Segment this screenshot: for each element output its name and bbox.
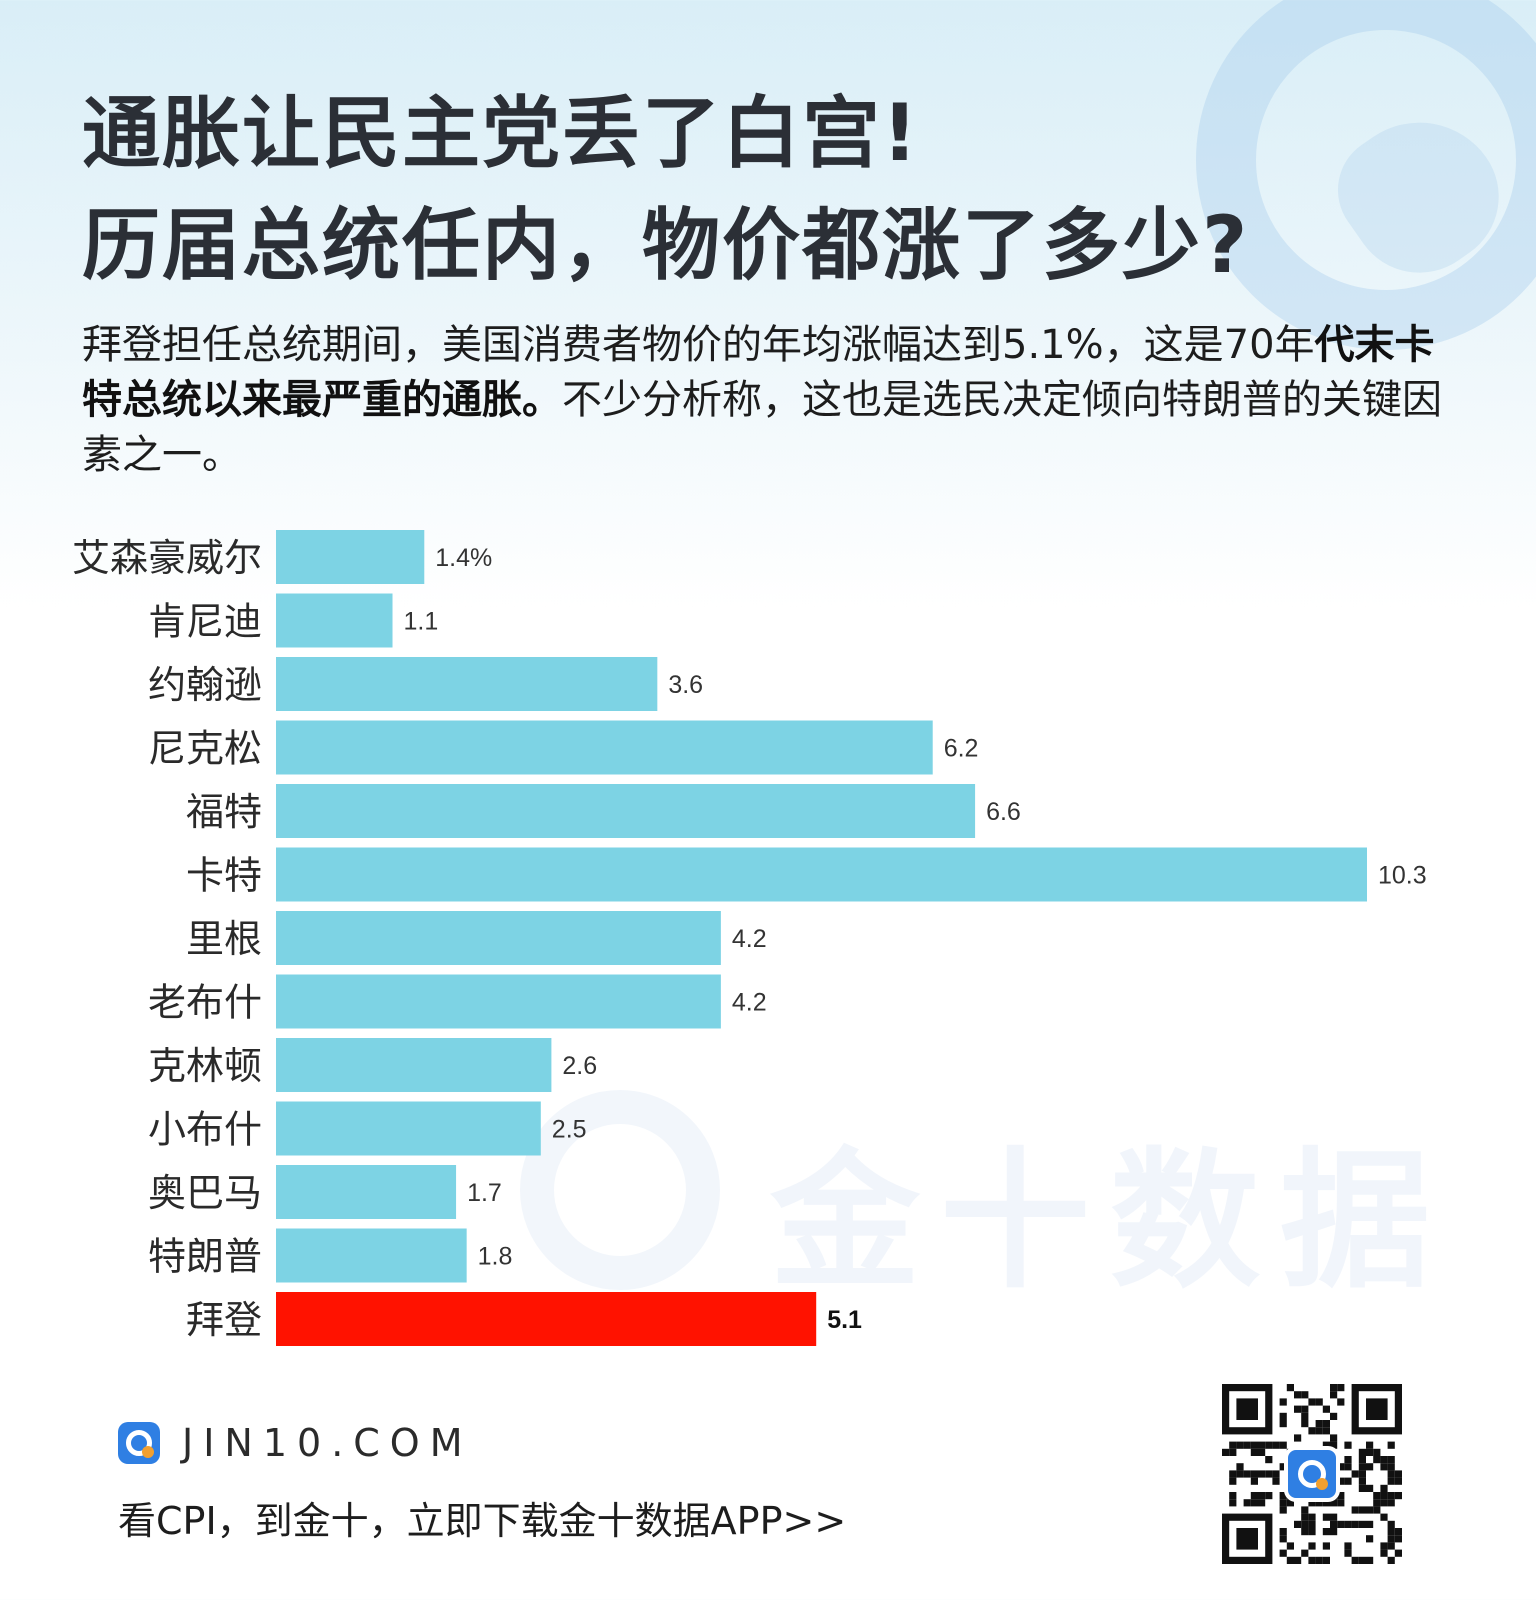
bar [276, 974, 721, 1029]
category-label: 福特 [186, 790, 262, 834]
category-label: 约翰逊 [148, 663, 262, 707]
category-label: 老布什 [148, 981, 262, 1025]
value-label: 6.2 [944, 735, 979, 763]
intro-bold-text: 代末卡特总统以来最严重的通胀。 [82, 322, 1435, 423]
bar [276, 530, 425, 584]
category-label: 肯尼迪 [148, 600, 262, 644]
value-label: 5.1 [827, 1306, 862, 1334]
bar [276, 1101, 541, 1156]
qr-code[interactable] [1222, 1384, 1402, 1564]
intro-text-2: 不少分析称，这也是选民决定倾向特朗普的关键因素之一。 [82, 377, 1442, 478]
value-label: 1.1 [404, 608, 439, 636]
value-label: 1.7 [467, 1179, 502, 1207]
category-label: 小布什 [148, 1108, 262, 1152]
value-label: 1.8 [478, 1243, 513, 1271]
download-cta[interactable]: 看CPI，到金十，立即下载金十数据APP>> [118, 1499, 847, 1543]
value-label: 1.4% [435, 544, 492, 572]
category-label: 艾森豪威尔 [72, 536, 262, 580]
value-label: 2.5 [552, 1116, 587, 1144]
page-title: 通胀让民主党丢了白宫! 历届总统任内，物价都涨了多少? [82, 78, 1282, 302]
bar [276, 1038, 552, 1092]
value-label: 6.6 [986, 798, 1021, 826]
jin10-logo-icon [118, 1422, 160, 1464]
value-label: 2.6 [562, 1052, 597, 1080]
category-label: 奥巴马 [148, 1171, 262, 1215]
bar-chart: 艾森豪威尔 1.4% 肯尼迪 1.1 约翰逊 3.6 尼克松 6.2 福特 6.6 卡特 10.3 里根… [0, 520, 1536, 1360]
title-line-2: 历届总统任内，物价都涨了多少? [82, 201, 1250, 291]
bar [276, 784, 976, 838]
value-label: 10.3 [1378, 862, 1427, 890]
category-label: 尼克松 [148, 727, 262, 771]
category-label: 里根 [186, 917, 262, 961]
value-label: 4.2 [732, 925, 767, 953]
qr-logo-icon [1284, 1446, 1340, 1502]
category-label: 拜登 [186, 1298, 262, 1342]
intro-text-1: 拜登担任总统期间，美国消费者物价的年均涨幅达到5.1%，这是70年 [82, 322, 1315, 368]
value-label: 4.2 [732, 989, 767, 1017]
value-label: 3.6 [668, 671, 703, 699]
chart-svg: 艾森豪威尔 1.4% 肯尼迪 1.1 约翰逊 3.6 尼克松 6.2 福特 6.6 卡特 10.3 里根… [72, 530, 1427, 1346]
category-label: 卡特 [186, 854, 262, 898]
bar-highlight [276, 1292, 817, 1346]
bar [276, 911, 721, 965]
footer-brand[interactable]: JIN10.COM [118, 1418, 473, 1468]
category-label: 克林顿 [148, 1044, 262, 1088]
bar [276, 847, 1367, 902]
bar [276, 657, 658, 711]
bar [276, 1165, 457, 1219]
qr-code-pattern [1222, 1384, 1402, 1564]
category-label: 特朗普 [148, 1235, 262, 1279]
bar [276, 593, 393, 648]
brand-url[interactable]: JIN10.COM [182, 1421, 473, 1465]
bar [276, 720, 933, 775]
title-line-1: 通胀让民主党丢了白宫! [82, 89, 920, 179]
bar [276, 1228, 467, 1283]
intro-paragraph: 拜登担任总统期间，美国消费者物价的年均涨幅达到5.1%，这是70年代末卡特总统以… [82, 318, 1462, 483]
